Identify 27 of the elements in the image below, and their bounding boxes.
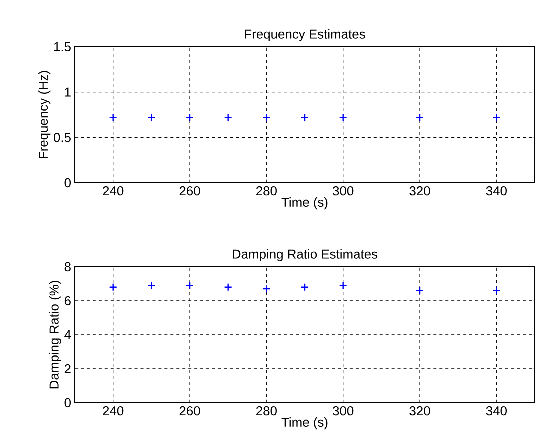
y-axis-title: Damping Ratio (%) xyxy=(49,281,62,389)
y-tick-label: 1 xyxy=(65,88,71,97)
chart-title: Frequency Estimates xyxy=(245,29,366,42)
x-tick-label: 340 xyxy=(486,186,507,196)
x-tick-label: 300 xyxy=(333,406,354,416)
x-tick-label: 260 xyxy=(180,406,200,416)
x-tick-label: 240 xyxy=(103,186,124,196)
y-axis-title: Frequency (Hz) xyxy=(38,71,51,159)
y-tick-label: 0 xyxy=(64,178,71,188)
x-tick-label: 320 xyxy=(410,186,430,196)
x-axis-title: Time (s) xyxy=(282,418,328,430)
x-axis-title: Time (s) xyxy=(282,198,328,210)
y-tick-label: 0 xyxy=(64,398,71,408)
y-tick-label: 1.5 xyxy=(54,42,71,52)
y-tick-label: 2 xyxy=(64,364,71,374)
x-tick-label: 320 xyxy=(410,406,430,416)
x-tick-label: 280 xyxy=(256,186,277,196)
x-tick-label: 300 xyxy=(333,186,354,196)
chart-title: Damping Ratio Estimates xyxy=(233,249,378,262)
y-tick-label: 8 xyxy=(64,262,71,272)
x-tick-label: 280 xyxy=(256,406,277,416)
y-tick-label: 4 xyxy=(64,330,72,340)
y-tick-label: 0.5 xyxy=(54,133,71,142)
x-tick-label: 240 xyxy=(103,406,124,416)
y-tick-label: 6 xyxy=(64,296,71,306)
x-tick-label: 260 xyxy=(180,186,200,196)
x-tick-label: 340 xyxy=(486,406,507,416)
